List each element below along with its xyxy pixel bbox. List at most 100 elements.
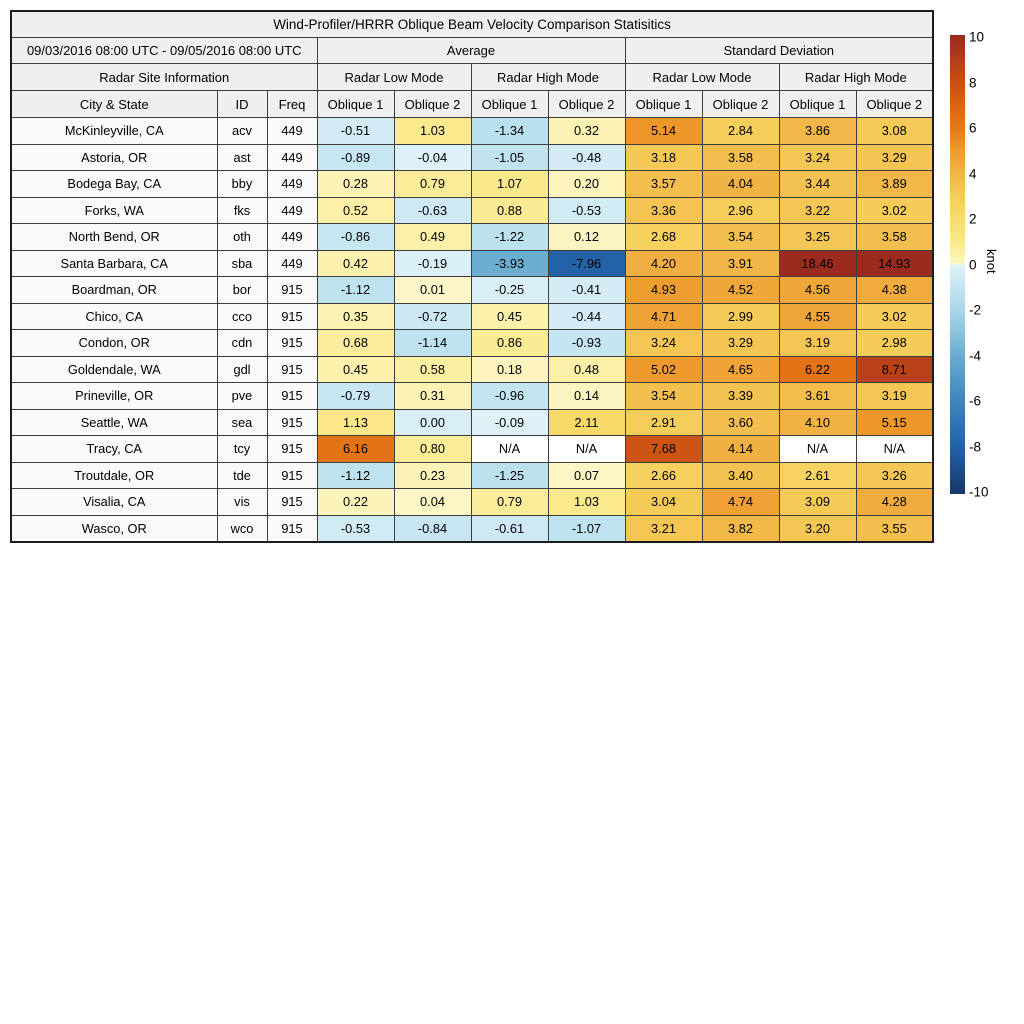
value-cell: -0.84 [393, 514, 472, 543]
value-cell: 6.22 [778, 355, 857, 383]
id-cell: fks [216, 196, 268, 224]
value-cell: 1.13 [316, 408, 395, 436]
freq-cell: 449 [266, 143, 318, 171]
value-cell: 14.93 [855, 249, 934, 277]
freq-cell: 915 [266, 435, 318, 463]
id-cell: cdn [216, 329, 268, 357]
value-cell: 0.79 [393, 170, 472, 198]
freq-cell: 449 [266, 117, 318, 145]
value-cell: 1.07 [470, 170, 549, 198]
colorbar-tick-label: 0 [969, 256, 977, 272]
table-row: Goldendale, WA gdl 915 0.45 0.58 0.18 0.48 5.02… [10, 355, 934, 383]
value-cell: 4.20 [624, 249, 703, 277]
value-cell: 4.04 [701, 170, 780, 198]
value-cell: 4.93 [624, 276, 703, 304]
value-cell: 5.14 [624, 117, 703, 145]
id-cell: vis [216, 488, 268, 516]
value-cell: 3.29 [855, 143, 934, 171]
value-cell: 2.84 [701, 117, 780, 145]
freq-cell: 449 [266, 249, 318, 277]
freq-cell: 449 [266, 170, 318, 198]
value-cell: 1.03 [547, 488, 626, 516]
col-header-oblique1: Oblique 1 [470, 90, 549, 118]
value-cell: -0.63 [393, 196, 472, 224]
colorbar-tick-label: 10 [969, 29, 985, 45]
id-cell: wco [216, 514, 268, 543]
id-cell: acv [216, 117, 268, 145]
value-cell: 2.66 [624, 461, 703, 489]
colorbar-tick-label: -8 [969, 438, 982, 454]
std-dev-group-header: Standard Deviation [624, 37, 934, 64]
value-cell: 3.86 [778, 117, 857, 145]
value-cell: -0.79 [316, 382, 395, 410]
col-header-city: City & State [10, 90, 218, 118]
value-cell: 0.52 [316, 196, 395, 224]
value-cell: 0.18 [470, 355, 549, 383]
freq-cell: 915 [266, 302, 318, 330]
value-cell: 0.23 [393, 461, 472, 489]
value-cell: 2.96 [701, 196, 780, 224]
colorbar-tick-label: 2 [969, 211, 977, 227]
value-cell: 3.25 [778, 223, 857, 251]
id-cell: bby [216, 170, 268, 198]
value-cell: 0.28 [316, 170, 395, 198]
value-cell: -1.22 [470, 223, 549, 251]
value-cell: 0.86 [470, 329, 549, 357]
freq-cell: 915 [266, 514, 318, 543]
value-cell: 0.35 [316, 302, 395, 330]
value-cell: 3.19 [778, 329, 857, 357]
value-cell: -3.93 [470, 249, 549, 277]
value-cell: 3.61 [778, 382, 857, 410]
std-high-mode-header: Radar High Mode [778, 63, 934, 91]
city-cell: Forks, WA [10, 196, 218, 224]
table-row: McKinleyville, CA acv 449 -0.51 1.03 -1.34 0.3… [10, 117, 934, 145]
table-row: Boardman, OR bor 915 -1.12 0.01 -0.25 -0.41 4.9… [10, 276, 934, 304]
value-cell: 0.12 [547, 223, 626, 251]
value-cell: 3.44 [778, 170, 857, 198]
value-cell: -0.25 [470, 276, 549, 304]
value-cell: -0.61 [470, 514, 549, 543]
colorbar-tick-label: -10 [969, 484, 989, 500]
value-cell: -1.14 [393, 329, 472, 357]
id-cell: oth [216, 223, 268, 251]
value-cell: -1.07 [547, 514, 626, 543]
value-cell: 0.80 [393, 435, 472, 463]
colorbar-gradient [950, 35, 965, 494]
freq-cell: 915 [266, 276, 318, 304]
value-cell: 3.60 [701, 408, 780, 436]
std-low-mode-header: Radar Low Mode [624, 63, 780, 91]
id-cell: cco [216, 302, 268, 330]
value-cell: 0.88 [470, 196, 549, 224]
value-cell: 3.20 [778, 514, 857, 543]
colorbar-tick-label: 4 [969, 165, 977, 181]
colorbar-tick-label: 8 [969, 74, 977, 90]
table-title: Wind-Profiler/HRRR Oblique Beam Velocity… [10, 10, 934, 38]
city-cell: Condon, OR [10, 329, 218, 357]
average-group-header: Average [316, 37, 626, 64]
value-cell: 0.01 [393, 276, 472, 304]
value-cell: 0.58 [393, 355, 472, 383]
value-cell: 3.89 [855, 170, 934, 198]
value-cell: N/A [855, 435, 934, 463]
value-cell: 3.58 [701, 143, 780, 171]
value-cell: 2.61 [778, 461, 857, 489]
value-cell: 3.36 [624, 196, 703, 224]
city-cell: Boardman, OR [10, 276, 218, 304]
freq-cell: 915 [266, 382, 318, 410]
value-cell: 3.55 [855, 514, 934, 543]
table-row: Tracy, CA tcy 915 6.16 0.80 N/A N/A 7.68 4.14 N/A… [10, 435, 934, 463]
value-cell: 3.22 [778, 196, 857, 224]
value-cell: 4.52 [701, 276, 780, 304]
value-cell: -0.86 [316, 223, 395, 251]
value-cell: 0.20 [547, 170, 626, 198]
id-cell: ast [216, 143, 268, 171]
freq-cell: 449 [266, 196, 318, 224]
freq-cell: 915 [266, 488, 318, 516]
value-cell: 4.28 [855, 488, 934, 516]
value-cell: -7.96 [547, 249, 626, 277]
freq-cell: 449 [266, 223, 318, 251]
value-cell: 3.09 [778, 488, 857, 516]
value-cell: 3.54 [624, 382, 703, 410]
freq-cell: 915 [266, 408, 318, 436]
col-header-oblique1: Oblique 1 [624, 90, 703, 118]
